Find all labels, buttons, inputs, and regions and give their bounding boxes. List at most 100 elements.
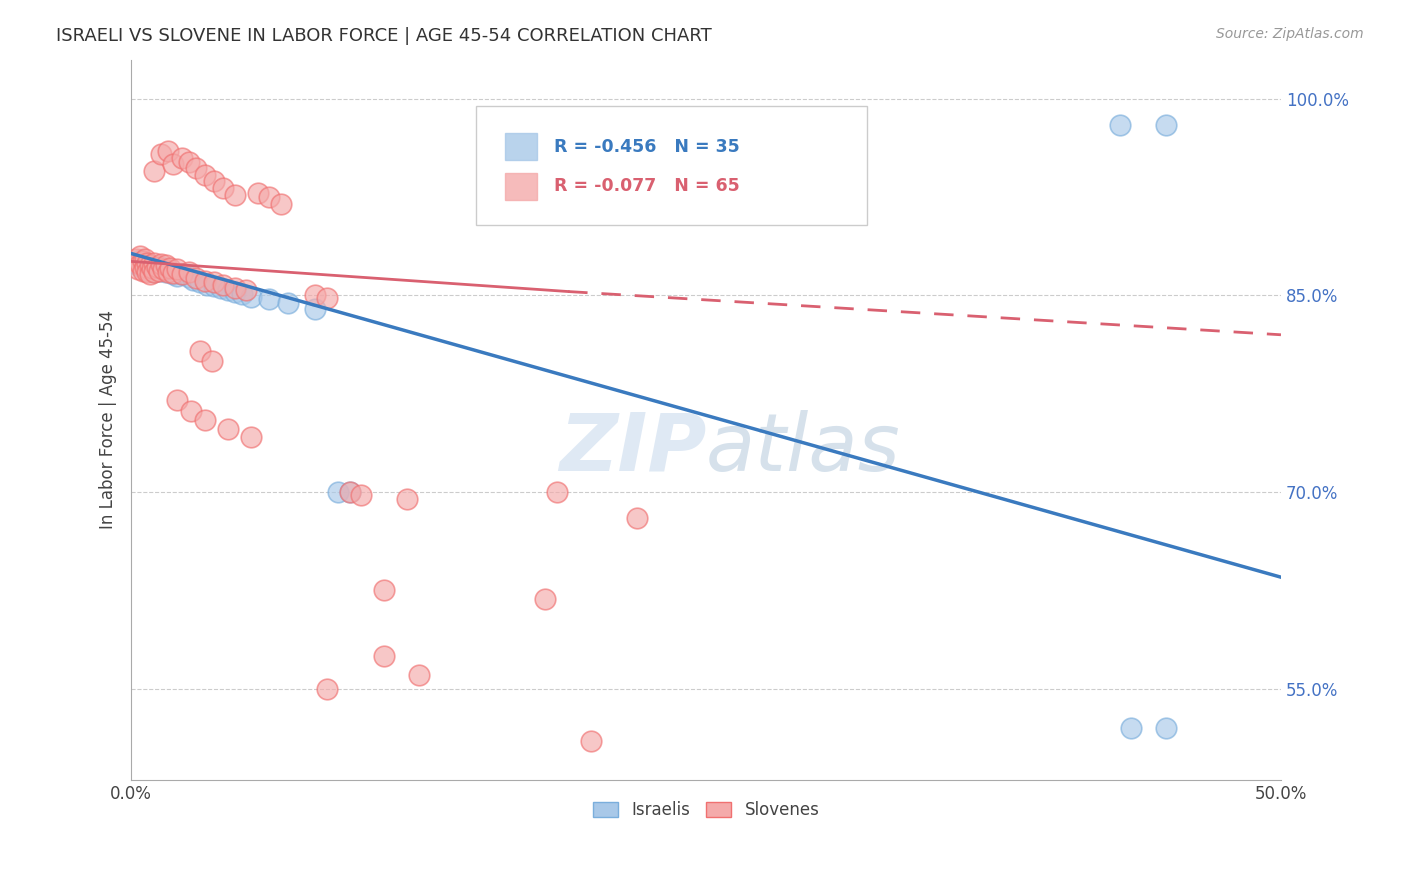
Point xyxy=(202,279,225,293)
Point xyxy=(141,260,163,274)
Point xyxy=(157,145,180,159)
Point xyxy=(212,181,235,195)
Point xyxy=(315,681,337,696)
Point xyxy=(339,485,361,500)
Point xyxy=(157,265,180,279)
Point xyxy=(1154,118,1177,132)
Point xyxy=(201,354,224,368)
Point xyxy=(148,263,170,277)
Point xyxy=(177,265,200,279)
Point xyxy=(184,161,207,176)
Point xyxy=(195,277,218,292)
Legend: Israelis, Slovenes: Israelis, Slovenes xyxy=(586,795,827,826)
Point xyxy=(1109,118,1132,132)
Point xyxy=(184,271,207,285)
Point xyxy=(194,413,217,427)
Point xyxy=(224,280,246,294)
Point xyxy=(134,252,156,266)
Point xyxy=(127,262,149,277)
Point xyxy=(129,257,152,271)
Point xyxy=(180,404,202,418)
Point xyxy=(202,174,225,188)
Point xyxy=(257,190,280,204)
Point xyxy=(304,288,326,302)
Point xyxy=(162,266,184,280)
Point xyxy=(166,393,188,408)
Point xyxy=(155,258,177,272)
Point xyxy=(166,262,188,277)
Point xyxy=(1121,721,1143,735)
Point xyxy=(170,268,193,282)
Bar xyxy=(505,173,537,200)
Point xyxy=(209,280,232,294)
Point xyxy=(134,257,156,271)
Text: R = -0.077   N = 65: R = -0.077 N = 65 xyxy=(554,178,740,195)
Point xyxy=(127,256,149,270)
Point xyxy=(315,291,337,305)
Point xyxy=(231,287,253,301)
Point xyxy=(339,485,361,500)
Point xyxy=(129,253,152,268)
Point xyxy=(143,164,166,178)
Point xyxy=(132,254,155,268)
Point xyxy=(396,491,419,506)
Bar xyxy=(505,133,537,161)
Point xyxy=(155,265,177,279)
Point xyxy=(277,296,299,310)
Point xyxy=(170,151,193,165)
Point xyxy=(136,256,159,270)
Point xyxy=(138,263,160,277)
Point xyxy=(224,285,246,299)
Point xyxy=(143,256,166,270)
Point xyxy=(150,260,173,274)
Point xyxy=(534,592,557,607)
Point xyxy=(217,422,239,436)
Point xyxy=(138,268,160,282)
Point xyxy=(159,260,181,275)
Point xyxy=(212,277,235,292)
Point xyxy=(328,485,350,500)
Text: ZIP: ZIP xyxy=(558,409,706,488)
Y-axis label: In Labor Force | Age 45-54: In Labor Force | Age 45-54 xyxy=(100,310,117,530)
Point xyxy=(1154,721,1177,735)
Point xyxy=(132,263,155,277)
Point xyxy=(194,274,217,288)
Point xyxy=(148,263,170,277)
Point xyxy=(270,196,292,211)
FancyBboxPatch shape xyxy=(477,106,868,226)
Point xyxy=(143,265,166,279)
Text: atlas: atlas xyxy=(706,409,901,488)
Point xyxy=(141,260,163,275)
Point xyxy=(373,583,395,598)
Point xyxy=(257,293,280,307)
Point xyxy=(125,252,148,266)
Point xyxy=(157,262,180,277)
Point xyxy=(239,290,262,304)
Point xyxy=(224,187,246,202)
Point xyxy=(143,265,166,279)
Point xyxy=(202,276,225,290)
Text: R = -0.456   N = 35: R = -0.456 N = 35 xyxy=(554,137,740,156)
Point xyxy=(136,265,159,279)
Point xyxy=(125,256,148,270)
Point xyxy=(546,485,568,500)
Point xyxy=(145,260,167,274)
Point xyxy=(150,257,173,271)
Point xyxy=(145,260,167,275)
Point xyxy=(626,511,648,525)
Point xyxy=(350,488,373,502)
Point xyxy=(127,258,149,272)
Point xyxy=(150,147,173,161)
Point xyxy=(166,268,188,283)
Point xyxy=(170,268,193,282)
Point xyxy=(188,276,211,290)
Point xyxy=(162,157,184,171)
Point xyxy=(217,283,239,297)
Point xyxy=(373,648,395,663)
Point xyxy=(188,343,211,358)
Point xyxy=(194,168,217,182)
Point xyxy=(239,430,262,444)
Point xyxy=(134,260,156,274)
Point xyxy=(579,734,602,748)
Point xyxy=(129,249,152,263)
